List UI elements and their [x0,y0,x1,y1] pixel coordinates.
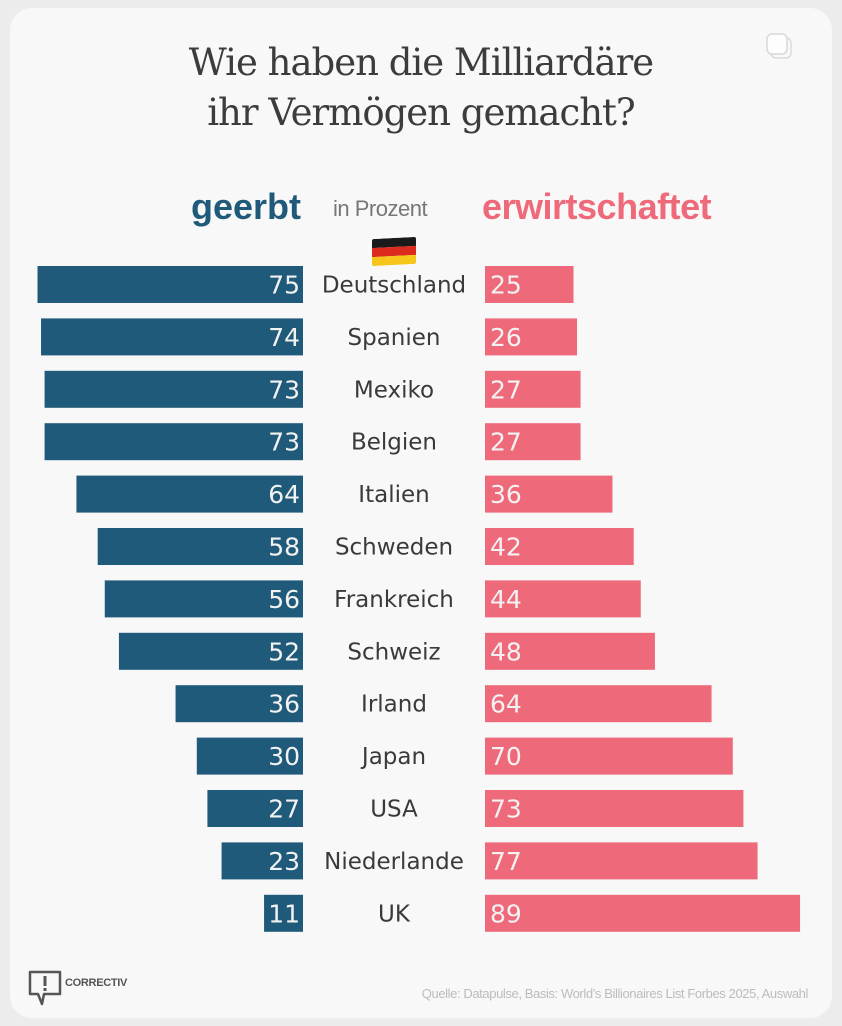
bar-inherited [196,737,303,775]
bar-inherited [104,580,303,618]
value-label-inherited: 36 [268,690,300,719]
bar-earned [485,790,744,827]
country-label: Mexiko [354,377,434,403]
value-label-inherited: 73 [268,428,300,457]
legend-inherited: geerbt [190,186,301,227]
bar-inherited [207,790,303,827]
value-label-earned: 73 [490,795,522,824]
bar-earned [485,370,581,408]
country-label: Schweden [335,535,453,561]
country-label: Frankreich [334,587,454,613]
value-label-earned: 27 [490,375,522,404]
value-label-inherited: 23 [268,847,300,876]
country-label: Irland [361,692,427,718]
bar-inherited [175,685,303,723]
country-label: Deutschland [322,273,466,299]
bar-earned [485,528,634,565]
bar-earned [485,580,641,618]
country-label: Schweiz [347,639,440,665]
correctiv-logo-icon [28,970,62,1006]
bar-inherited [97,528,304,565]
bar-earned [485,894,801,932]
value-label-earned: 48 [490,637,522,666]
chart-title: Wie haben die Milliardäre ihr Vermögen g… [0,38,842,138]
legend-earned: erwirtschaftet [482,186,712,227]
logo-text: CORRECTIV [65,977,128,989]
value-label-earned: 70 [490,742,522,771]
title-line-1: Wie haben die Milliardäre [188,41,654,84]
bar-earned [485,318,578,356]
bar-inherited [37,266,303,303]
value-label-earned: 44 [490,585,522,614]
value-label-earned: 42 [490,533,522,562]
bar-earned [485,685,712,723]
copy-icon[interactable] [766,32,794,62]
country-label: UK [378,901,411,927]
bar-earned [485,737,733,775]
bar-inherited [41,318,303,356]
value-label-earned: 27 [490,428,522,457]
bar-inherited [44,423,304,461]
title-line-2: ihr Vermögen gemacht? [207,91,636,134]
country-label: Belgien [351,430,437,456]
value-label-inherited: 56 [268,585,300,614]
value-label-earned: 25 [490,271,522,300]
bar-inherited [44,370,304,408]
country-label: Spanien [348,325,441,351]
value-label-inherited: 58 [268,533,300,562]
country-label: Japan [360,744,426,770]
value-label-inherited: 52 [268,637,300,666]
value-label-inherited: 27 [268,795,300,824]
value-label-inherited: 64 [268,480,300,509]
country-label: Italien [358,482,429,508]
source-note: Quelle: Datapulse, Basis: World’s Billio… [421,986,809,1001]
bar-earned [485,475,613,513]
bar-earned [485,266,574,303]
country-label: Niederlande [324,849,464,875]
value-label-earned: 89 [490,899,522,928]
value-label-inherited: 11 [268,899,300,928]
value-label-inherited: 73 [268,375,300,404]
value-label-earned: 77 [490,847,522,876]
bar-inherited [118,632,303,670]
value-label-earned: 26 [490,323,522,352]
bar-earned [485,842,758,880]
bar-earned [485,632,655,670]
bar-inherited [76,475,303,513]
bar-inherited [264,894,303,932]
value-label-inherited: 75 [268,271,300,300]
value-label-inherited: 74 [268,323,300,352]
value-label-earned: 64 [490,690,522,719]
value-label-earned: 36 [490,480,522,509]
legend-unit: in Prozent [333,196,428,221]
bar-inherited [221,842,303,880]
bar-earned [485,423,581,461]
value-label-inherited: 30 [268,742,300,771]
country-label: USA [370,797,418,823]
